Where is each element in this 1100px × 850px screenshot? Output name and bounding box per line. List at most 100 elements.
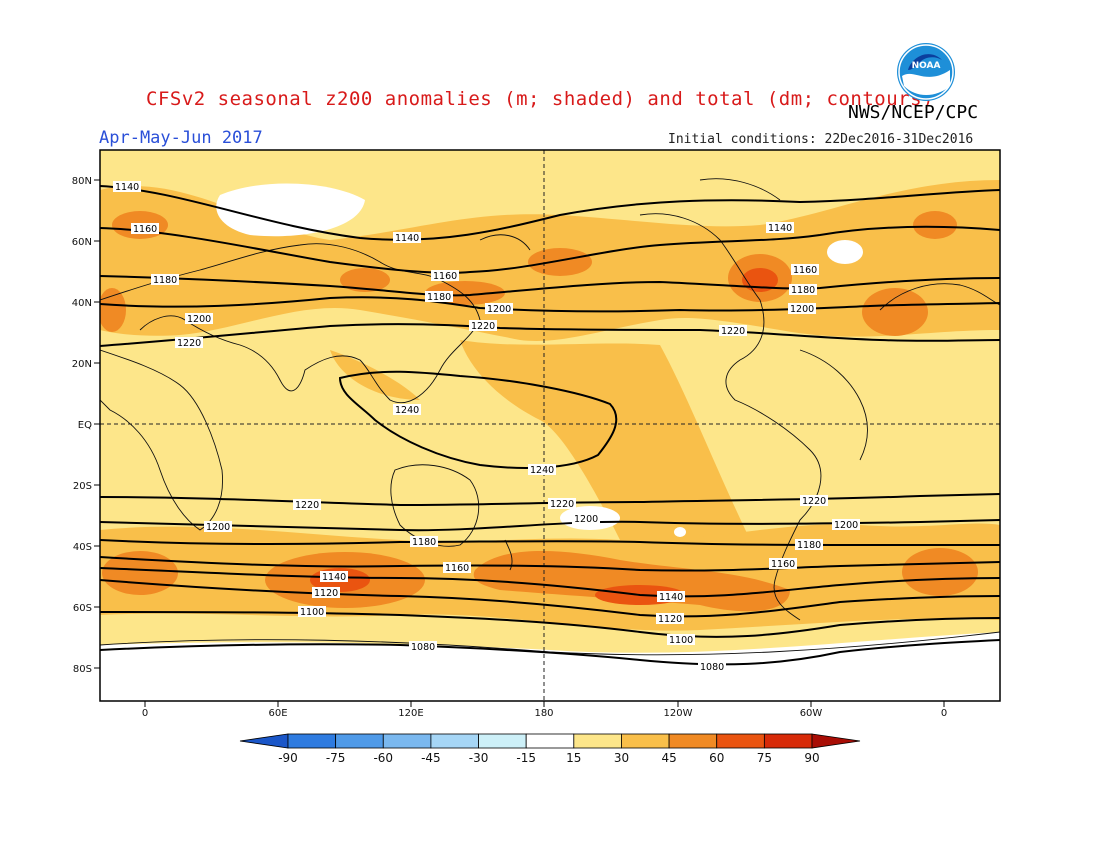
- contour-1160: [100, 225, 1000, 274]
- colorbar-low-arrow: [239, 733, 289, 749]
- lat-label: 80N: [72, 176, 92, 187]
- colorbar-tick-label: 15: [566, 751, 581, 765]
- colorbar-tick-label: -15: [516, 751, 536, 765]
- contour-1220: [100, 323, 1000, 347]
- contour-1180-south: [100, 539, 1000, 547]
- lon-label: 60W: [800, 708, 823, 719]
- contour-label: 1200: [790, 304, 814, 315]
- lon-label: 120E: [398, 708, 423, 719]
- lon-label: 0: [142, 708, 148, 719]
- contour-label: 1220: [721, 326, 745, 337]
- contour-label: 1140: [395, 233, 419, 244]
- contour-label: 1180: [427, 292, 451, 303]
- lat-label: 40S: [73, 542, 92, 553]
- neutral-area: [827, 240, 863, 264]
- contour-1180: [100, 275, 1000, 297]
- anomaly-shading: 1140 1140 1140 1160 1160 1160 1180 1180 …: [100, 150, 1000, 701]
- contour-1220-south: [100, 493, 1000, 507]
- colorbar-swatch: [335, 733, 384, 749]
- contour-1080-south: [100, 639, 1000, 666]
- contour-label: 1180: [412, 537, 436, 548]
- contour-label: 1100: [300, 607, 324, 618]
- longitude-axis: [144, 701, 945, 707]
- lat-label: 80S: [73, 664, 92, 675]
- contour-label: 1120: [658, 614, 682, 625]
- map-frame: [99, 149, 1001, 702]
- colorbar-tick-label: 30: [614, 751, 629, 765]
- colorbar-tick-label: 60: [709, 751, 724, 765]
- contour-label: 1080: [411, 642, 435, 653]
- contour-1200: [100, 296, 1000, 313]
- contour-label: 1240: [395, 405, 419, 416]
- colorbar-tick-label: 75: [757, 751, 772, 765]
- lat-label: EQ: [78, 420, 92, 431]
- figure-title: CFSv2 seasonal z200 anomalies (m; shaded…: [146, 88, 934, 110]
- contour-1100-south: [100, 611, 1000, 638]
- anomaly-max: [862, 288, 928, 336]
- contour-label: 1120: [314, 588, 338, 599]
- contour-label: 1160: [793, 265, 817, 276]
- latitude-labels: 80N 60N 40N 20N EQ 20S 40S 60S 80S: [72, 176, 92, 675]
- colorbar-swatch: [478, 733, 527, 749]
- contour-label: 1160: [133, 224, 157, 235]
- colorbar-swatch: [525, 733, 575, 749]
- colorbar-swatch: [430, 733, 479, 749]
- maritime-anomaly: [330, 350, 420, 400]
- contour-label: 1140: [659, 592, 683, 603]
- anomaly-max: [902, 548, 978, 596]
- contour-label: 1160: [771, 559, 795, 570]
- contour-label: 1220: [471, 321, 495, 332]
- anomaly-max: [340, 268, 390, 292]
- neutral-area: [216, 183, 365, 237]
- colorbar-swatch: [716, 733, 765, 749]
- lon-label: 60E: [268, 708, 287, 719]
- lat-label: 60N: [72, 237, 92, 248]
- colorbar-tick-label: -60: [373, 751, 393, 765]
- colorbar-tick-label: -90: [278, 751, 298, 765]
- contour-1140-south: [100, 567, 1000, 598]
- colorbar-swatch: [668, 733, 718, 749]
- colorbar-swatch: [621, 733, 670, 749]
- contour-label: 1220: [550, 499, 574, 510]
- antarctic-neutral: [100, 632, 1000, 701]
- contour-label: 1200: [574, 514, 598, 525]
- initial-conditions-label: Initial conditions: 22Dec2016-31Dec2016: [668, 132, 974, 147]
- contour-1240: [338, 370, 618, 469]
- contour-label: 1200: [187, 314, 211, 325]
- lon-label: 120W: [664, 708, 693, 719]
- anomaly-max: [913, 211, 957, 239]
- contour-label: 1080: [700, 662, 724, 673]
- lat-label: 20S: [73, 481, 92, 492]
- contour-label: 1140: [115, 182, 139, 193]
- contour-label: 1100: [669, 635, 693, 646]
- colorbar-swatch: [763, 733, 813, 749]
- colorbar-tick-label: -30: [469, 751, 489, 765]
- contour-label: 1200: [206, 522, 230, 533]
- lat-label: 60S: [73, 603, 92, 614]
- colorbar-high-arrow: [811, 733, 861, 749]
- colorbar-swatch: [287, 733, 337, 749]
- logo-text: NOAA: [912, 61, 941, 71]
- contour-label: 1220: [802, 496, 826, 507]
- contour-label-group: 1140 1140 1140 1160 1160 1160 1180 1180 …: [113, 181, 860, 673]
- latitude-axis: [94, 179, 100, 669]
- lon-label: 180: [534, 708, 553, 719]
- contour-1120-south: [100, 579, 1000, 618]
- noaa-logo-icon: NOAA: [897, 43, 955, 101]
- lat-label: 40N: [72, 298, 92, 309]
- neutral-area: [674, 527, 686, 537]
- contour-1160-south: [100, 556, 1000, 572]
- contour-label: 1160: [445, 563, 469, 574]
- contour-label: 1240: [530, 465, 554, 476]
- contour-label: 1180: [153, 275, 177, 286]
- contour-1140: [100, 185, 1000, 241]
- season-label: Apr-May-Jun 2017: [99, 128, 263, 148]
- contour-label: 1220: [295, 500, 319, 511]
- lon-label: 0: [941, 708, 947, 719]
- organization-label: NWS/NCEP/CPC: [848, 102, 979, 123]
- contour-label: 1160: [433, 271, 457, 282]
- contour-label: 1180: [797, 540, 821, 551]
- contour-label: 1200: [487, 304, 511, 315]
- contour-label: 1140: [322, 572, 346, 583]
